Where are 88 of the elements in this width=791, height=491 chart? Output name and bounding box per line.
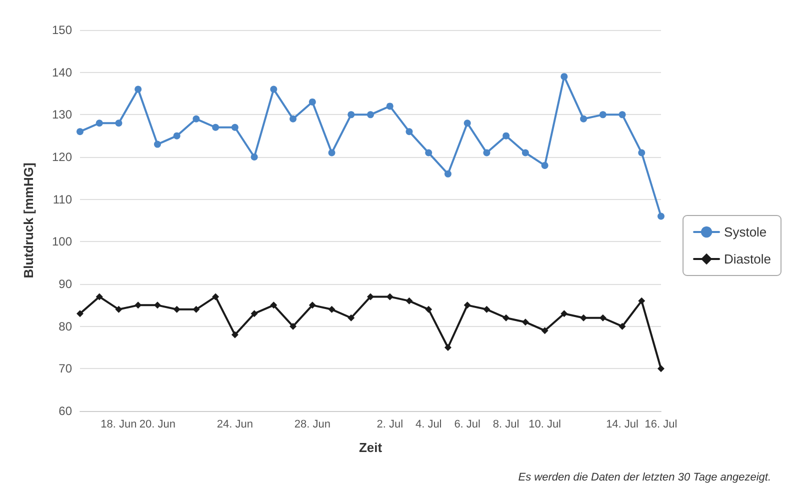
point (290, 322, 297, 330)
point (599, 314, 606, 322)
x-tick-label: 6. Jul (454, 418, 480, 430)
point (618, 322, 626, 330)
point (328, 306, 336, 313)
point (502, 314, 510, 322)
point (406, 297, 413, 304)
point (212, 124, 220, 131)
point (618, 111, 626, 118)
y-tick-label: 120 (52, 150, 72, 164)
x-axis-title: Zeit (358, 440, 383, 455)
point (522, 318, 529, 326)
x-tick-label: 8. Jul (492, 418, 520, 430)
y-axis-title: Blutdruck [mmHG] (21, 162, 36, 278)
point (386, 102, 394, 110)
point (483, 149, 490, 156)
legend-label: Systole (724, 224, 767, 240)
point (425, 149, 432, 156)
point (250, 310, 258, 318)
point (444, 170, 452, 178)
point (173, 132, 180, 140)
y-tick-label: 80 (58, 319, 72, 334)
legend-label: Diastole (724, 252, 771, 266)
point (367, 111, 374, 118)
y-tick-label: 100 (52, 234, 72, 249)
point (406, 128, 413, 136)
point (560, 73, 568, 80)
point (522, 149, 529, 156)
point (134, 302, 142, 309)
point (115, 120, 122, 127)
x-tick-label: 2. Jul (376, 418, 404, 430)
x-tick-label: 10. Jul (528, 418, 562, 430)
point (212, 293, 220, 300)
point (192, 306, 200, 313)
point (599, 111, 606, 118)
x-tick-label: 24. Jun (216, 418, 253, 430)
x-tick-label: 4. Jul (415, 418, 442, 430)
point (154, 140, 161, 148)
point (658, 365, 664, 372)
point (231, 124, 238, 131)
point (154, 302, 161, 309)
point (134, 86, 142, 93)
point (502, 132, 510, 140)
x-tick-label: 18. Jun (100, 418, 137, 430)
point (250, 154, 258, 160)
point (444, 344, 452, 351)
y-tick-label: 110 (52, 192, 72, 206)
point (541, 162, 548, 169)
point (638, 297, 646, 304)
point (192, 115, 200, 122)
x-tick-label: 28. Jun (294, 418, 330, 430)
y-tick-label: 70 (58, 362, 72, 376)
point (76, 128, 84, 136)
point (96, 293, 103, 300)
text: Es werden die Daten der letzten 30 Tage angezeigt. (518, 472, 771, 484)
x-tick-label: 16. Jul (644, 418, 678, 430)
y-tick-label: 140 (52, 65, 72, 80)
point (270, 86, 278, 93)
point (464, 120, 471, 127)
y-tick-label: 150 (52, 23, 72, 37)
y-tick-label: 90 (58, 277, 72, 291)
point (231, 331, 238, 338)
y-tick-label: 60 (58, 404, 72, 418)
point (173, 306, 180, 313)
point (658, 212, 664, 220)
point (348, 314, 355, 322)
point (638, 149, 646, 156)
point (580, 115, 588, 122)
point (367, 293, 374, 300)
point (308, 98, 316, 106)
point (76, 310, 84, 318)
point (425, 306, 432, 313)
point (386, 293, 394, 300)
point (560, 310, 568, 318)
point (290, 115, 297, 122)
point (270, 302, 278, 309)
point (96, 120, 103, 127)
point (308, 302, 316, 309)
point (483, 306, 490, 313)
y-tick-label: 130 (52, 108, 72, 122)
point (580, 314, 588, 322)
point (348, 111, 355, 118)
x-tick-label: 14. Jul (606, 418, 638, 430)
point (541, 327, 548, 334)
point (115, 306, 122, 313)
x-tick-label: 20. Jun (139, 418, 176, 430)
point (464, 302, 471, 309)
point (328, 149, 336, 156)
